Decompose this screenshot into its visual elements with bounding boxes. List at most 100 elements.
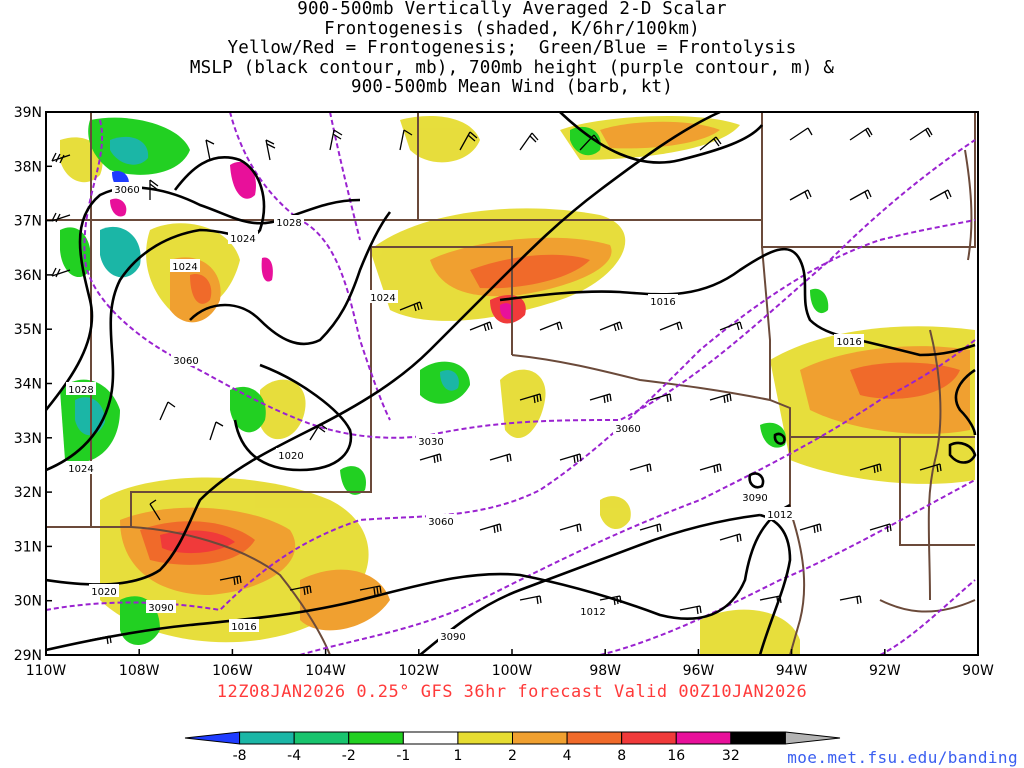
lon-tick-label: 102W — [399, 663, 440, 679]
colorbar-label: -1 — [396, 748, 410, 764]
longitude-axis: 110W 108W 106W 104W 102W 100W 98W 96W 94W 92W 90W — [26, 649, 994, 679]
lat-tick-label: 33N — [14, 431, 42, 447]
svg-text:3090: 3090 — [742, 493, 767, 504]
lat-tick-label: 34N — [14, 377, 42, 393]
colorbar-label: -2 — [342, 748, 356, 764]
colorbar-swatch — [784, 731, 841, 745]
height-label: 3090 — [438, 629, 468, 643]
mslp-label: 1012 — [578, 604, 608, 618]
mslp-label: 1016 — [834, 334, 864, 348]
credit-url[interactable]: moe.met.fsu.edu/banding — [787, 748, 1018, 767]
lat-tick-label: 31N — [14, 539, 42, 555]
lat-tick-label: 37N — [14, 214, 42, 230]
colorbar-label: 2 — [508, 748, 517, 764]
lon-tick-label: 110W — [26, 663, 67, 679]
svg-text:1012: 1012 — [767, 510, 792, 521]
colorbar-swatch — [566, 731, 623, 745]
colorbar-swatch — [621, 731, 677, 745]
lat-tick-label: 29N — [14, 648, 42, 664]
colorbar-label: 1 — [453, 748, 462, 764]
svg-text:1016: 1016 — [836, 337, 861, 348]
lon-tick-label: 96W — [683, 663, 715, 679]
colorbar-swatch — [730, 731, 786, 745]
svg-text:1024: 1024 — [172, 262, 197, 273]
wind-barbs — [51, 127, 952, 645]
svg-text:1020: 1020 — [278, 451, 303, 462]
svg-text:3030: 3030 — [418, 437, 443, 448]
svg-text:3060: 3060 — [615, 424, 640, 435]
lon-tick-label: 94W — [776, 663, 808, 679]
colorbar-boxes — [184, 731, 841, 745]
title-line-2: Frontogenesis (shaded, K/6hr/100km) — [324, 18, 700, 39]
lat-tick-label: 35N — [14, 322, 42, 338]
mslp-label: 1028 — [66, 382, 96, 396]
colorbar-labels: -8 -4 -2 -1 1 2 4 8 16 32 — [233, 748, 740, 764]
mslp-label: 1024 — [170, 259, 200, 273]
chart-title: 900-500mb Vertically Averaged 2-D Scalar… — [0, 0, 1024, 98]
latitude-axis: 39N 38N 37N 36N 35N 34N 33N 32N 31N 30N 29N — [14, 105, 52, 664]
lon-tick-label: 108W — [119, 663, 160, 679]
title-line-4: MSLP (black contour, mb), 700mb height (… — [189, 57, 835, 78]
svg-text:3060: 3060 — [114, 185, 139, 196]
mslp-label: 1024 — [368, 290, 398, 304]
lat-tick-label: 39N — [14, 105, 42, 121]
mslp-label: 1016 — [229, 619, 259, 633]
height-label: 3090 — [146, 600, 176, 614]
lat-tick-label: 38N — [14, 159, 42, 175]
colorbar: -8 -4 -2 -1 1 2 4 8 16 32 — [184, 731, 841, 764]
svg-text:3090: 3090 — [440, 632, 465, 643]
height-label: 3060 — [613, 421, 643, 435]
svg-text:1024: 1024 — [370, 293, 395, 304]
height-label: 3090 — [740, 490, 770, 504]
colorbar-label: 8 — [617, 748, 626, 764]
colorbar-swatch — [348, 731, 404, 745]
height-label: 3060 — [171, 353, 201, 367]
colorbar-swatch — [675, 731, 732, 745]
svg-text:1020: 1020 — [91, 587, 116, 598]
svg-text:1028: 1028 — [276, 218, 301, 229]
height-label: 3060 — [426, 514, 456, 528]
title-line-3: Yellow/Red = Frontogenesis; Green/Blue =… — [227, 38, 797, 58]
mslp-label: 1028 — [274, 215, 304, 229]
colorbar-label: -8 — [233, 748, 247, 764]
lon-tick-label: 92W — [869, 663, 901, 679]
svg-text:3090: 3090 — [148, 603, 173, 614]
height-label: 3060 — [112, 182, 142, 196]
colorbar-swatch — [402, 731, 459, 745]
lat-tick-label: 36N — [14, 268, 42, 284]
colorbar-swatch — [293, 731, 350, 745]
mslp-label: 1024 — [66, 461, 96, 475]
colorbar-swatch — [512, 731, 568, 745]
svg-text:1024: 1024 — [230, 234, 255, 245]
mslp-label: 1024 — [228, 231, 258, 245]
colorbar-swatch — [239, 731, 295, 745]
colorbar-swatch — [184, 731, 241, 745]
svg-text:1024: 1024 — [68, 464, 93, 475]
lon-tick-label: 98W — [589, 663, 621, 679]
height-label: 3030 — [416, 434, 446, 448]
state-borders — [46, 112, 976, 655]
frontogenesis-map: 1028 1024 1024 1024 1028 1024 1020 1020 … — [14, 105, 994, 679]
mslp-label: 1020 — [89, 584, 119, 598]
lon-tick-label: 90W — [962, 663, 994, 679]
svg-text:3060: 3060 — [173, 356, 198, 367]
lon-tick-label: 106W — [212, 663, 253, 679]
colorbar-label: -4 — [287, 748, 301, 764]
colorbar-swatch — [457, 731, 513, 745]
mslp-label: 1016 — [648, 294, 678, 308]
svg-text:3060: 3060 — [428, 517, 453, 528]
lon-tick-label: 100W — [492, 663, 533, 679]
mslp-label: 1020 — [276, 448, 306, 462]
svg-text:1012: 1012 — [580, 607, 605, 618]
svg-text:1028: 1028 — [68, 385, 93, 396]
svg-text:1016: 1016 — [650, 297, 675, 308]
contour-labels: 1028 1024 1024 1024 1028 1024 1020 1020 … — [66, 182, 864, 643]
svg-text:1016: 1016 — [231, 622, 256, 633]
title-line-5: 900-500mb Mean Wind (barb, kt) — [350, 77, 674, 97]
lat-tick-label: 30N — [14, 594, 42, 610]
lon-tick-label: 104W — [305, 663, 346, 679]
mslp-label: 1012 — [765, 507, 795, 521]
colorbar-label: 16 — [667, 748, 685, 764]
lat-tick-label: 32N — [14, 485, 42, 501]
colorbar-label: 4 — [563, 748, 572, 764]
